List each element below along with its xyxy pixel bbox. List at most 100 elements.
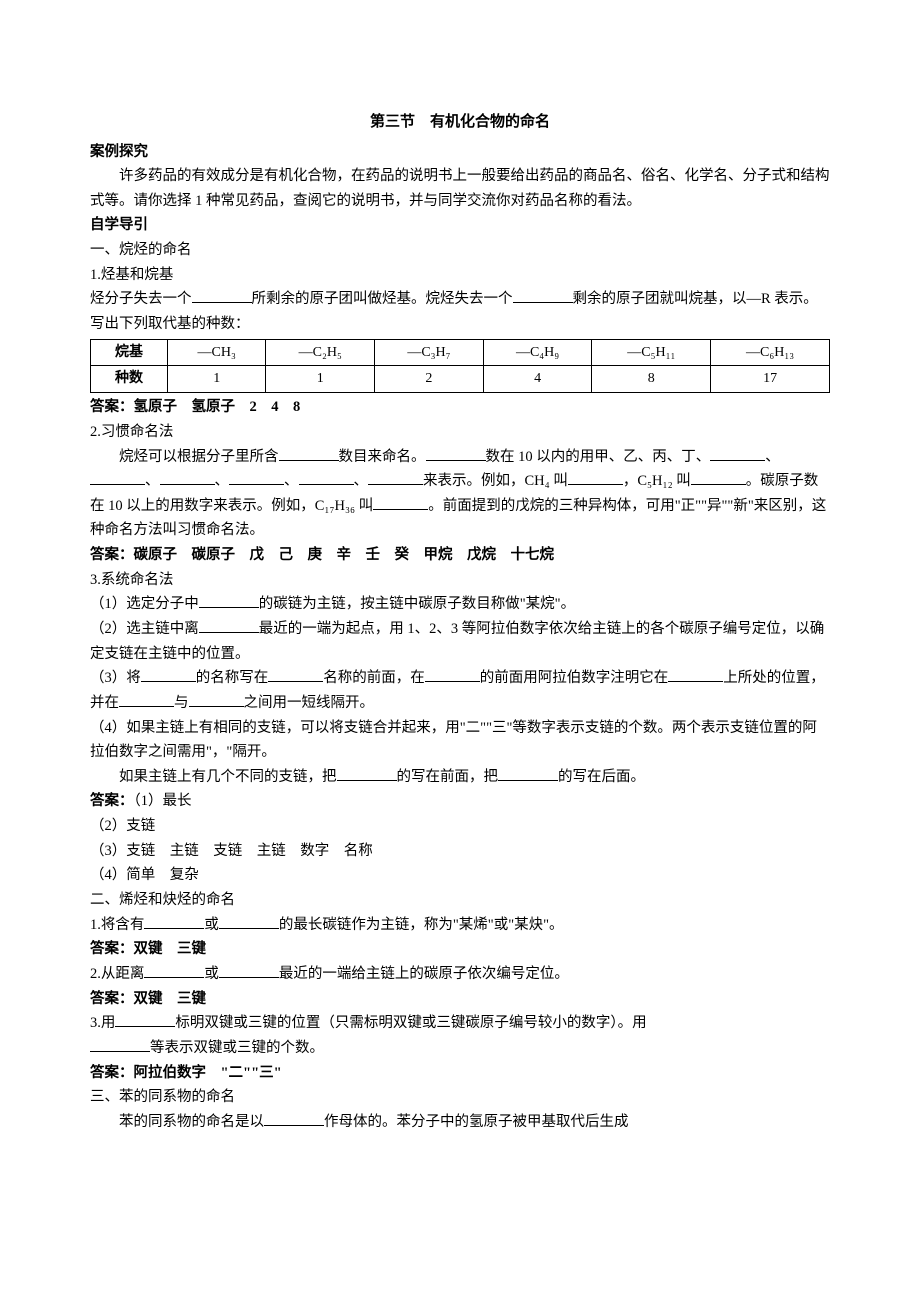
answer-text: （1）最长 [134,793,192,809]
text-fragment: 烷烃可以根据分子里所含 [119,449,279,465]
part1-item1-label: 1.烃基和烷基 [90,263,830,288]
text-fragment: 或 [204,917,219,933]
blank-field [192,289,252,304]
text-fragment: 标明双键或三键的位置（只需标明双键或三键碳原子编号较小的数字）。用 [175,1015,646,1031]
case-study-text: 许多药品的有效成分是有机化合物，在药品的说明书上一般要给出药品的商品名、俗名、化… [90,164,830,213]
text-fragment: 1.将含有 [90,917,144,933]
part1-item2-text: 烷烃可以根据分子里所含数目来命名。数在 10 以内的用甲、乙、丙、丁、、、、、、… [90,445,830,544]
answer-line: 答案：碳原子 碳原子 戊 己 庚 辛 壬 癸 甲烷 戊烷 十七烷 [90,543,830,568]
answer-text: 答案：氢原子 氢原子 2 4 8 [90,399,300,415]
table-cell: 2 [375,366,484,393]
part3-text: 苯的同系物的命名是以 作母体的。苯分子中的氢原子被甲基取代后生成 [90,1110,830,1135]
text-fragment: 、 [284,473,299,489]
table-cell: 1 [266,366,375,393]
blank-field [90,1037,150,1052]
blank-field [425,668,480,683]
text-fragment: 苯的同系物的命名是以 [119,1114,264,1130]
answer-line: （4）简单 复杂 [90,863,830,888]
part1-item3-sub2: （2）选主链中离最近的一端为起点，用 1、2、3 等阿拉伯数字依次给主链上的各个… [90,617,830,666]
blank-field [268,668,323,683]
table-cell: —C₂H₅ [266,339,375,366]
table-cell: 4 [483,366,592,393]
text-fragment: 的写在后面。 [558,769,645,785]
part1-item3-sub4: （4）如果主链上有相同的支链，可以将支链合并起来，用"二""三"等数字表示支链的… [90,716,830,765]
blank-field [668,668,723,683]
part1-item1-text: 烃分子失去一个所剩余的原子团叫做烃基。烷烃失去一个剩余的原子团就叫烷基，以—R … [90,287,830,336]
text-fragment: 名称的前面，在 [323,670,425,686]
table-cell: 8 [592,366,711,393]
table-row: 烷基 —CH₃ —C₂H₅ —C₃H₇ —C₄H₉ —C₅H₁₁ —C₆H₁₃ [91,339,830,366]
blank-field [199,618,259,633]
text-fragment: 所剩余的原子团叫做烃基。烷烃失去一个 [252,291,513,307]
blank-field [115,1013,175,1028]
table-cell: —C₄H₉ [483,339,592,366]
blank-field [144,914,204,929]
text-fragment: 2.从距离 [90,966,144,982]
text-fragment: （3）将 [90,670,141,686]
text-fragment: 、 [354,473,369,489]
answer-line: （3）支链 主链 支链 主链 数字 名称 [90,839,830,864]
answer-line: 答案：阿拉伯数字 "二""三" [90,1061,830,1086]
part2-item3: 3.用 标明双键或三键的位置（只需标明双键或三键碳原子编号较小的数字）。用等表示双… [90,1011,830,1060]
text-fragment: ，C₅H₁₂ 叫 [623,473,691,489]
blank-field [513,289,573,304]
answer-text: 答案：双键 三键 [90,991,206,1007]
answer-line: （2）支链 [90,814,830,839]
table-row: 种数 1 1 2 4 8 17 [91,366,830,393]
blank-field [229,471,284,486]
text-fragment: 如果主链上有几个不同的支链，把 [119,769,337,785]
text-fragment: 、 [145,473,160,489]
table-cell: 1 [167,366,266,393]
text-fragment: 、 [215,473,230,489]
text-fragment: 等表示双键或三键的个数。 [150,1040,324,1056]
text-fragment: （1）选定分子中 [90,596,199,612]
case-study-heading: 案例探究 [90,140,830,165]
blank-field [279,446,339,461]
table-cell: —C₃H₇ [375,339,484,366]
text-fragment: 作母体的。苯分子中的氢原子被甲基取代后生成 [324,1114,629,1130]
blank-field [189,692,244,707]
answer-line: 答案：氢原子 氢原子 2 4 8 [90,395,830,420]
part1-item2-label: 2.习惯命名法 [90,420,830,445]
table-cell: —C₆H₁₃ [711,339,830,366]
part1-item3-sub3: （3）将的名称写在名称的前面，在的前面用阿拉伯数字注明它在上所处的位置，并在与之… [90,666,830,715]
answer-text: 答案：阿拉伯数字 "二""三" [90,1065,282,1081]
part1-item3-sub4b: 如果主链上有几个不同的支链，把 的写在前面，把 的写在后面。 [90,765,830,790]
part2-item1: 1.将含有 或 的最长碳链作为主链，称为"某烯"或"某炔"。 [90,913,830,938]
table-cell: 17 [711,366,830,393]
blank-field [426,446,486,461]
part3-heading: 三、苯的同系物的命名 [90,1085,830,1110]
blank-field [199,594,259,609]
blank-field [299,471,354,486]
alkyl-table: 烷基 —CH₃ —C₂H₅ —C₃H₇ —C₄H₉ —C₅H₁₁ —C₆H₁₃ … [90,339,830,394]
text-fragment: 3.用 [90,1015,115,1031]
part1-item3-sub1: （1）选定分子中的碳链为主链，按主链中碳原子数目称做"某烷"。 [90,592,830,617]
table-cell: —C₅H₁₁ [592,339,711,366]
blank-field [219,963,279,978]
answer-line: 答案：双键 三键 [90,937,830,962]
answer-line: 答案：双键 三键 [90,987,830,1012]
blank-field [373,495,428,510]
table-cell: 烷基 [91,339,168,366]
text-fragment: 数在 10 以内的用甲、乙、丙、丁、 [486,449,711,465]
blank-field [160,471,215,486]
blank-field [264,1111,324,1126]
text-fragment: 的写在前面，把 [397,769,499,785]
part2-heading: 二、烯烃和炔烃的命名 [90,888,830,913]
text-fragment: 数目来命名。 [339,449,426,465]
part1-item3-label: 3.系统命名法 [90,568,830,593]
text-fragment: 、 [765,449,780,465]
text-fragment: （2）选主链中离 [90,621,199,637]
answer-line: 答案：（1）最长 [90,789,830,814]
blank-field [90,471,145,486]
text-fragment: 的最长碳链作为主链，称为"某烯"或"某炔"。 [279,917,564,933]
text-fragment: 来表示。例如，CH₄ 叫 [423,473,568,489]
answer-text: 答案：碳原子 碳原子 戊 己 庚 辛 壬 癸 甲烷 戊烷 十七烷 [90,547,554,563]
blank-field [144,963,204,978]
text-fragment: 烃分子失去一个 [90,291,192,307]
text-fragment: 的名称写在 [196,670,269,686]
table-cell: 种数 [91,366,168,393]
blank-field [141,668,196,683]
text-fragment: 之间用一短线隔开。 [244,695,375,711]
blank-field [691,471,746,486]
